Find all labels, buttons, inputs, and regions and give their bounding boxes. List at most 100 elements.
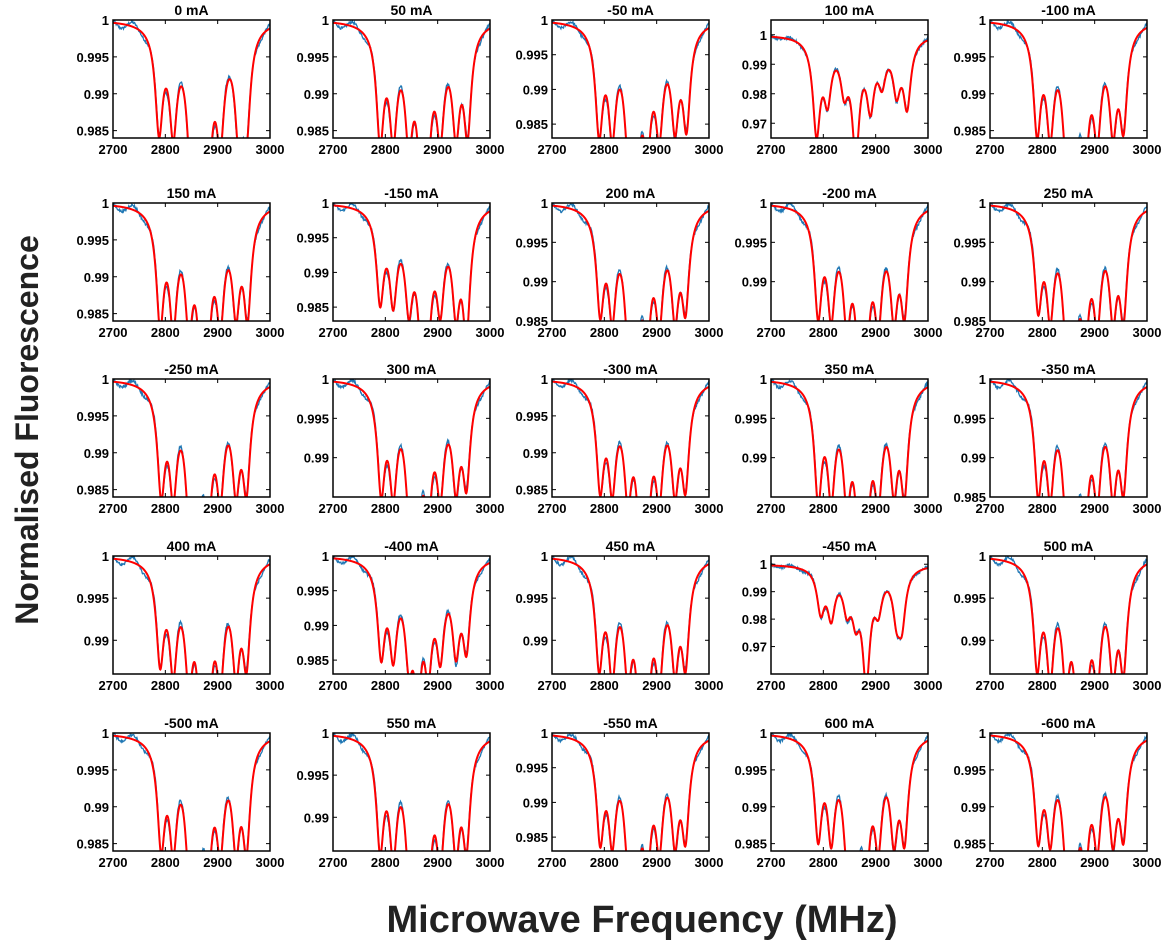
x-tick-label: 2700 [976,142,1005,157]
y-tick-label: 1 [979,196,986,211]
x-tick-label: 2700 [757,678,786,693]
x-tick-label: 3000 [914,142,943,157]
panel-title: 250 mA [1044,185,1094,201]
y-tick-label: 1 [979,726,986,741]
panel: 500 mA 2700 2800 2900 3000 0.99 0.995 1 [953,538,1162,693]
plot-frame [989,19,1148,139]
panel: -200 mA 2700 2800 2900 3000 0.99 0.995 1 [734,185,942,340]
x-tick-label: 2800 [1028,678,1057,693]
x-tick-label: 2800 [590,142,619,157]
y-tick-label: 0.985 [953,314,986,329]
x-tick-label: 2900 [203,142,232,157]
y-tick-label: 0.995 [296,231,329,246]
panel: -450 mA 2700 2800 2900 3000 0.97 0.98 0.99 1 [742,538,943,693]
y-tick-label: 0.995 [296,50,329,65]
x-tick-label: 3000 [1133,855,1162,870]
y-tick-label: 1 [979,549,986,564]
panel-title: -550 mA [603,715,657,731]
y-tick-label: 0.99 [523,82,548,97]
y-tick-label: 1 [760,726,767,741]
panel: -500 mA 2700 2800 2900 3000 0.985 0.99 0.995 1 [76,715,285,870]
fit-series-line [771,35,928,138]
panel-title: -500 mA [164,715,218,731]
fit-series-line [990,380,1147,497]
fit-series-line [552,21,709,138]
x-tick-label: 2800 [371,325,400,340]
y-tick-label: 0.99 [304,87,329,102]
measured-series-line [990,556,1147,674]
y-tick-label: 0.99 [523,633,548,648]
fit-series-line [552,380,709,497]
panel-title: 50 mA [390,2,432,18]
y-tick-label: 0.99 [84,800,109,815]
y-tick-label: 0.985 [953,837,986,852]
measured-series-line [113,20,270,138]
x-tick-label: 3000 [1133,501,1162,516]
y-tick-label: 0.985 [515,483,548,498]
y-tick-label: 0.995 [734,235,767,250]
panel: -50 mA 2700 2800 2900 3000 0.985 0.99 0.995 1 [515,2,723,157]
plot-frame [770,732,929,852]
x-tick-label: 2700 [99,501,128,516]
x-tick-label: 2800 [590,325,619,340]
y-tick-label: 0.99 [304,265,329,280]
y-tick-label: 0.995 [296,768,329,783]
y-tick-label: 0.99 [523,446,548,461]
y-tick-label: 1 [541,372,548,387]
x-tick-label: 2800 [1028,501,1057,516]
x-tick-label: 2900 [642,325,671,340]
y-tick-label: 0.985 [296,124,329,139]
measured-series-line [333,733,490,851]
x-tick-label: 3000 [914,501,943,516]
plot-frame [770,202,929,322]
y-tick-label: 1 [541,549,548,564]
x-tick-label: 2900 [1080,855,1109,870]
y-tick-label: 1 [760,196,767,211]
panel-title: -150 mA [384,185,438,201]
y-tick-label: 1 [541,196,548,211]
fit-series-line [113,557,270,674]
y-tick-label: 1 [322,726,329,741]
plot-frame [989,378,1148,498]
x-tick-label: 3000 [1133,678,1162,693]
x-tick-label: 2700 [99,325,128,340]
y-tick-label: 0.995 [76,233,109,248]
x-tick-label: 2700 [538,325,567,340]
y-tick-label: 0.995 [515,409,548,424]
y-tick-label: 0.985 [953,124,986,139]
y-tick-label: 0.995 [515,761,548,776]
y-tick-label: 0.99 [304,618,329,633]
fit-series-line [771,380,928,497]
x-tick-label: 2700 [319,501,348,516]
fit-series-line [771,204,928,321]
y-tick-label: 0.995 [953,235,986,250]
plot-frame [332,732,491,852]
y-tick-label: 0.99 [523,795,548,810]
measured-series-line [552,203,709,321]
panel-title: 450 mA [606,538,656,554]
y-tick-label: 0.985 [76,124,109,139]
panel-title: 300 mA [387,361,437,377]
x-tick-label: 2900 [642,678,671,693]
panel-title: 200 mA [606,185,656,201]
x-tick-label: 2800 [151,325,180,340]
panel-title: -450 mA [822,538,876,554]
panel-title: -600 mA [1041,715,1095,731]
panel: 150 mA 2700 2800 2900 3000 0.985 0.99 0.995 1 [76,185,284,340]
y-tick-label: 0.995 [734,763,767,778]
measured-series-line [771,733,928,851]
x-tick-label: 3000 [256,855,285,870]
panel-title: -250 mA [164,361,218,377]
panel: -250 mA 2700 2800 2900 3000 0.985 0.99 0.995 1 [76,361,285,516]
x-tick-label: 3000 [695,325,724,340]
fit-series-line [990,557,1147,674]
y-tick-label: 0.99 [742,800,767,815]
panel-title: -50 mA [607,2,654,18]
x-tick-label: 2900 [861,325,890,340]
y-tick-label: 0.995 [515,235,548,250]
y-tick-label: 0.985 [515,830,548,845]
x-tick-label: 2700 [99,142,128,157]
x-tick-label: 3000 [256,501,285,516]
y-tick-label: 0.995 [953,411,986,426]
y-tick-label: 0.97 [742,640,767,655]
